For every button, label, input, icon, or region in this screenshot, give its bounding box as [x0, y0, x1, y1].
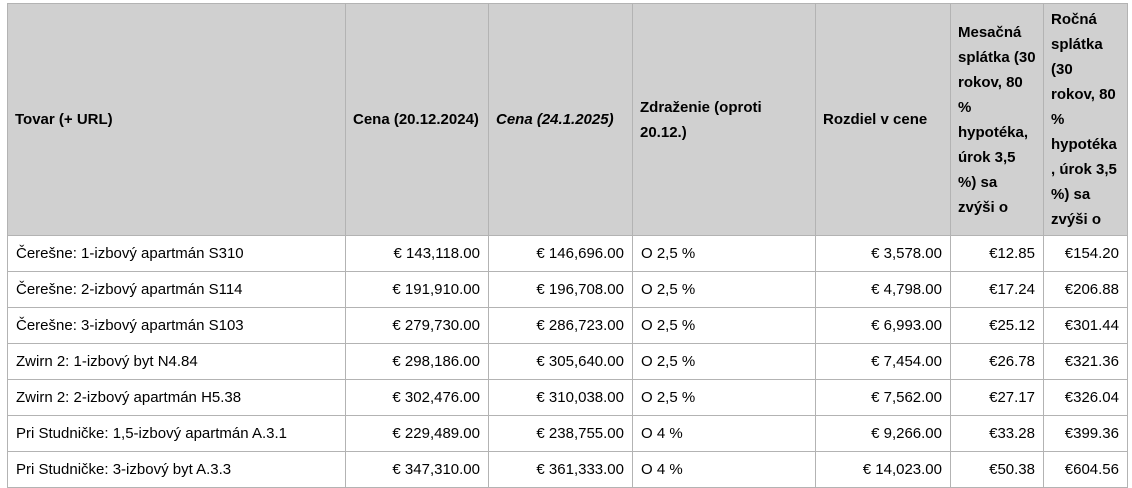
- cell-cena-new: € 238,755.00: [488, 415, 633, 452]
- cell-cena-new: € 361,333.00: [488, 451, 633, 488]
- cell-zdrazenie: O 2,5 %: [632, 271, 816, 308]
- cell-cena-old: € 143,118.00: [345, 235, 489, 272]
- cell-cena-new: € 286,723.00: [488, 307, 633, 344]
- cell-cena-old: € 302,476.00: [345, 379, 489, 416]
- table-row: Pri Studničke: 1,5-izbový apartmán A.3.1…: [7, 415, 1128, 452]
- column-header-zdrazenie: Zdraženie (oproti 20.12.): [632, 3, 816, 236]
- cell-mesacna: €50.38: [950, 451, 1044, 488]
- cell-rozdiel: € 14,023.00: [815, 451, 951, 488]
- cell-rocna: €206.88: [1043, 271, 1128, 308]
- cell-rocna: €301.44: [1043, 307, 1128, 344]
- cell-zdrazenie: O 2,5 %: [632, 343, 816, 380]
- table-row: Zwirn 2: 1-izbový byt N4.84 € 298,186.00…: [7, 343, 1128, 380]
- cell-rocna: €604.56: [1043, 451, 1128, 488]
- cell-zdrazenie: O 4 %: [632, 415, 816, 452]
- cell-rozdiel: € 4,798.00: [815, 271, 951, 308]
- cell-cena-old: € 191,910.00: [345, 271, 489, 308]
- column-header-tovar: Tovar (+ URL): [7, 3, 346, 236]
- column-header-cena-24-1-2025: Cena (24.1.2025): [488, 3, 633, 236]
- column-header-rozdiel-v-cene: Rozdiel v cene: [815, 3, 951, 236]
- cell-tovar: Pri Studničke: 1,5-izbový apartmán A.3.1: [7, 415, 346, 452]
- cell-mesacna: €26.78: [950, 343, 1044, 380]
- cell-cena-old: € 298,186.00: [345, 343, 489, 380]
- cell-rozdiel: € 7,562.00: [815, 379, 951, 416]
- cell-rozdiel: € 7,454.00: [815, 343, 951, 380]
- cell-tovar: Čerešne: 1-izbový apartmán S310: [7, 235, 346, 272]
- column-header-cena-20-12-2024: Cena (20.12.2024): [345, 3, 489, 236]
- cell-mesacna: €25.12: [950, 307, 1044, 344]
- cell-rocna: €326.04: [1043, 379, 1128, 416]
- cell-tovar: Zwirn 2: 2-izbový apartmán H5.38: [7, 379, 346, 416]
- cell-rozdiel: € 6,993.00: [815, 307, 951, 344]
- cell-cena-old: € 347,310.00: [345, 451, 489, 488]
- cell-rocna: €321.36: [1043, 343, 1128, 380]
- column-header-rocna-splatka: Ročná splátka (30 rokov, 80 % hypotéka, …: [1043, 3, 1128, 236]
- cell-rocna: €154.20: [1043, 235, 1128, 272]
- cell-cena-new: € 146,696.00: [488, 235, 633, 272]
- cell-zdrazenie: O 2,5 %: [632, 379, 816, 416]
- cell-cena-new: € 305,640.00: [488, 343, 633, 380]
- cell-cena-new: € 196,708.00: [488, 271, 633, 308]
- cell-tovar: Čerešne: 2-izbový apartmán S114: [7, 271, 346, 308]
- cell-zdrazenie: O 2,5 %: [632, 307, 816, 344]
- column-header-mesacna-splatka: Mesačná splátka (30 rokov, 80 % hypotéka…: [950, 3, 1044, 236]
- cell-mesacna: €27.17: [950, 379, 1044, 416]
- table-row: Čerešne: 1-izbový apartmán S310 € 143,11…: [7, 235, 1128, 272]
- cell-rocna: €399.36: [1043, 415, 1128, 452]
- cell-tovar: Pri Studničke: 3-izbový byt A.3.3: [7, 451, 346, 488]
- cell-zdrazenie: O 4 %: [632, 451, 816, 488]
- cell-rozdiel: € 3,578.00: [815, 235, 951, 272]
- price-comparison-table: Tovar (+ URL) Cena (20.12.2024) Cena (24…: [7, 3, 1128, 488]
- cell-tovar: Čerešne: 3-izbový apartmán S103: [7, 307, 346, 344]
- cell-zdrazenie: O 2,5 %: [632, 235, 816, 272]
- cell-mesacna: €17.24: [950, 271, 1044, 308]
- cell-cena-new: € 310,038.00: [488, 379, 633, 416]
- table-row: Čerešne: 3-izbový apartmán S103 € 279,73…: [7, 307, 1128, 344]
- table-row: Čerešne: 2-izbový apartmán S114 € 191,91…: [7, 271, 1128, 308]
- cell-rozdiel: € 9,266.00: [815, 415, 951, 452]
- cell-mesacna: €12.85: [950, 235, 1044, 272]
- cell-cena-old: € 229,489.00: [345, 415, 489, 452]
- cell-mesacna: €33.28: [950, 415, 1044, 452]
- cell-tovar: Zwirn 2: 1-izbový byt N4.84: [7, 343, 346, 380]
- table-row: Zwirn 2: 2-izbový apartmán H5.38 € 302,4…: [7, 379, 1128, 416]
- header-row: Tovar (+ URL) Cena (20.12.2024) Cena (24…: [7, 3, 1128, 236]
- table-row: Pri Studničke: 3-izbový byt A.3.3 € 347,…: [7, 451, 1128, 488]
- cell-cena-old: € 279,730.00: [345, 307, 489, 344]
